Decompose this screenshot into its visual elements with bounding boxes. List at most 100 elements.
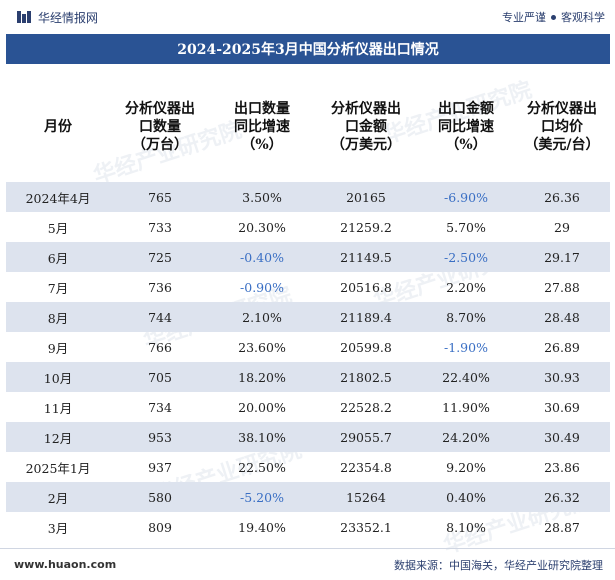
cell-export-quantity: 580 [110,482,210,512]
cell-export-quantity: 953 [110,422,210,452]
cell-quantity-yoy: 18.20% [210,362,314,392]
bullet-dot-icon [551,14,556,20]
cell-avg-price: 28.48 [514,302,610,332]
footer-source: 数据来源：中国海关，华经产业研究院整理 [394,558,603,572]
cell-avg-price: 29 [554,219,570,235]
cell-export-quantity: 725 [110,242,210,272]
cell-amount-yoy: 9.20% [446,459,486,475]
cell-month: 2025年1月 [25,460,91,476]
cell-export-amount: 20599.8 [340,339,392,355]
cell-amount-yoy: 24.20% [418,422,514,452]
cell-month: 11月 [43,400,73,416]
cell-export-quantity: 766 [148,339,172,355]
table-row: 5月 733 20.30% 21259.2 5.70% 29 [6,212,610,242]
cell-export-amount: 21189.4 [314,302,418,332]
brand: 华经情报网 [16,9,98,26]
cell-quantity-yoy: 20.00% [238,399,286,415]
cell-export-quantity: 734 [148,399,172,415]
slogan: 专业严谨 客观科学 [502,9,605,25]
table-row: 11月 734 20.00% 22528.2 11.90% 30.69 [6,392,610,422]
table-header-row: 月份 分析仪器出 口数量 （万台） 出口数量 同比增速 （%） 分析仪器出 口金额 （万美元… [6,72,610,182]
table-row: 7月 736 -0.90% 20516.8 2.20% 27.88 [6,272,610,302]
cell-export-quantity: 705 [110,362,210,392]
cell-avg-price: 29.17 [514,242,610,272]
cell-avg-price: 26.32 [514,482,610,512]
cell-export-amount: 21149.5 [314,242,418,272]
slogan-right: 客观科学 [561,11,605,24]
table-row: 2025年1月 937 22.50% 22354.8 9.20% 23.86 [6,452,610,482]
cell-amount-yoy: 8.70% [418,302,514,332]
cell-month: 2月 [6,482,110,512]
table-row: 9月 766 23.60% 20599.8 -1.90% 26.89 [6,332,610,362]
header-month: 月份 [44,119,72,135]
cell-month: 6月 [6,242,110,272]
top-bar: 华经情报网 专业严谨 客观科学 [0,0,615,34]
footer-url[interactable]: www.huaon.com [14,558,117,571]
cell-amount-yoy: -2.50% [418,242,514,272]
cell-amount-yoy: 8.10% [446,519,486,535]
cell-amount-yoy: 2.20% [446,279,486,295]
cell-quantity-yoy: 3.50% [210,182,314,212]
header-export-amount: 分析仪器出 口金额 （万美元） [331,101,401,153]
cell-amount-yoy: 5.70% [446,219,486,235]
cell-export-amount: 21259.2 [340,219,392,235]
table-row: 2024年4月 765 3.50% 20165 -6.90% 26.36 [6,182,610,212]
cell-avg-price: 23.86 [544,459,580,475]
cell-export-quantity: 733 [148,219,172,235]
cell-avg-price: 28.87 [544,519,580,535]
cell-amount-yoy: 11.90% [442,399,490,415]
cell-avg-price: 30.49 [514,422,610,452]
cell-export-amount: 22528.2 [340,399,392,415]
cell-export-quantity: 937 [148,459,172,475]
cell-avg-price: 26.89 [544,339,580,355]
export-table: 月份 分析仪器出 口数量 （万台） 出口数量 同比增速 （%） 分析仪器出 口金额 （万美元… [6,72,610,542]
cell-avg-price: 27.88 [544,279,580,295]
table-row: 6月 725 -0.40% 21149.5 -2.50% 29.17 [6,242,610,272]
cell-quantity-yoy: 38.10% [210,422,314,452]
table-row: 10月 705 18.20% 21802.5 22.40% 30.93 [6,362,610,392]
cell-quantity-yoy: -0.90% [240,279,284,295]
cell-export-quantity: 765 [110,182,210,212]
cell-amount-yoy: -1.90% [444,339,488,355]
cell-month: 3月 [47,520,69,536]
table-row: 2月 580 -5.20% 15264 0.40% 26.32 [6,482,610,512]
cell-amount-yoy: 0.40% [418,482,514,512]
header-amount-yoy: 出口金额 同比增速 （%） [438,101,494,153]
cell-quantity-yoy: 2.10% [210,302,314,332]
table-row: 12月 953 38.10% 29055.7 24.20% 30.49 [6,422,610,452]
header-avg-price: 分析仪器出 口均价 （美元/台） [524,101,600,153]
cell-avg-price: 30.93 [514,362,610,392]
cell-export-amount: 20516.8 [340,279,392,295]
cell-amount-yoy: 22.40% [418,362,514,392]
cell-amount-yoy: -6.90% [418,182,514,212]
huajing-logo-icon [17,11,31,23]
header-quantity-yoy: 出口数量 同比增速 （%） [234,101,290,153]
brand-name: 华经情报网 [38,10,99,25]
cell-quantity-yoy: 19.40% [238,519,286,535]
page-title-bar: 2024-2025年3月中国分析仪器出口情况 [6,34,610,64]
cell-quantity-yoy: -5.20% [210,482,314,512]
slogan-left: 专业严谨 [502,11,546,24]
cell-quantity-yoy: 22.50% [238,459,286,475]
table-row: 8月 744 2.10% 21189.4 8.70% 28.48 [6,302,610,332]
cell-export-amount: 20165 [314,182,418,212]
cell-avg-price: 26.36 [514,182,610,212]
cell-month: 7月 [47,280,69,296]
header-export-quantity: 分析仪器出 口数量 （万台） [125,101,195,153]
footer: www.huaon.com 数据来源：中国海关，华经产业研究院整理 [0,548,615,580]
cell-month: 5月 [47,220,69,236]
cell-quantity-yoy: 23.60% [238,339,286,355]
cell-export-quantity: 736 [148,279,172,295]
cell-quantity-yoy: 20.30% [238,219,286,235]
cell-export-amount: 23352.1 [340,519,392,535]
cell-month: 9月 [47,340,69,356]
cell-month: 10月 [6,362,110,392]
cell-month: 2024年4月 [6,182,110,212]
cell-export-quantity: 809 [148,519,172,535]
cell-export-amount: 22354.8 [340,459,392,475]
cell-export-quantity: 744 [110,302,210,332]
cell-month: 8月 [6,302,110,332]
table-row: 3月 809 19.40% 23352.1 8.10% 28.87 [6,512,610,542]
cell-quantity-yoy: -0.40% [210,242,314,272]
cell-export-amount: 29055.7 [314,422,418,452]
